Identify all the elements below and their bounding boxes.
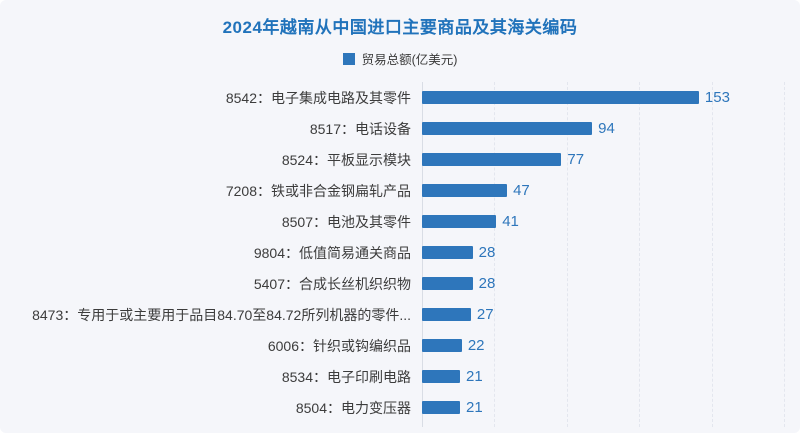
category-label: 8504：电力变压器 [295,399,411,416]
value-label: 22 [467,337,485,354]
bar-row: 7208：铁或非合金钢扁轧产品 47 [0,175,800,206]
bar [422,370,460,383]
bar-row: 5407：合成长丝机织织物 28 [0,268,800,299]
bar-plot: 21 [422,369,784,384]
value-label: 28 [478,275,496,292]
bar-row: 8517：电话设备 94 [0,113,800,144]
category-label: 9804：低值简易通关商品 [253,244,411,261]
legend-swatch-icon [342,52,355,65]
category-label: 8542：电子集成电路及其零件 [225,89,411,106]
value-label: 21 [466,368,483,385]
bar [422,401,460,414]
chart-rows: 8542：电子集成电路及其零件 153 8517：电话设备 94 8524：平板显示模块… [0,82,800,423]
bar-chart: 8542：电子集成电路及其零件 153 8517：电话设备 94 8524：平板显示模块… [0,82,800,427]
bar-plot: 22 [422,338,784,353]
category-label: 5407：合成长丝机织织物 [253,275,411,292]
bar-row: 6006：针织或钩编织品 22 [0,330,800,361]
category-label: 8507：电池及其零件 [281,213,411,230]
bar-row: 8534：电子印刷电路 21 [0,361,800,392]
legend: 贸易总额(亿美元) [0,49,800,68]
category-label: 7208：铁或非合金钢扁轧产品 [225,182,411,199]
value-label: 94 [598,120,615,137]
bar-row: 8542：电子集成电路及其零件 153 [0,82,800,113]
bar-plot: 77 [422,152,784,167]
bar-plot: 27 [422,307,784,322]
bar [422,308,471,321]
category-label: 8473：专用于或主要用于品目84.70至84.72所列机器的零件... [32,306,411,323]
value-label: 47 [513,182,530,199]
value-label: 28 [478,244,496,261]
bar-plot: 47 [422,183,784,198]
category-label: 8524：平板显示模块 [281,151,411,168]
bar-row: 8507：电池及其零件 41 [0,206,800,237]
bar-row: 8524：平板显示模块 77 [0,144,800,175]
bar [422,91,699,104]
bar [422,122,593,135]
value-label: 153 [704,89,730,106]
bar-row: 9804：低值简易通关商品 28 [0,237,800,268]
bar [422,215,497,228]
value-label: 21 [466,399,483,416]
bar [422,184,508,197]
bar [422,339,462,352]
category-label: 8517：电话设备 [309,120,411,137]
bar [422,153,562,166]
bar-plot: 153 [422,90,784,105]
value-label: 77 [567,151,585,168]
bar [422,246,473,259]
bar [422,277,473,290]
bar-plot: 28 [422,245,784,260]
bar-plot: 94 [422,121,784,136]
category-label: 8534：电子印刷电路 [281,368,411,385]
value-label: 41 [502,213,519,230]
bar-row: 8504：电力变压器 21 [0,392,800,423]
legend-label: 贸易总额(亿美元) [361,53,458,67]
value-label: 27 [476,306,494,323]
bar-plot: 21 [422,400,784,415]
bar-plot: 41 [422,214,784,229]
chart-title: 2024年越南从中国进口主要商品及其海关编码 [222,18,578,37]
bar-row: 8473：专用于或主要用于品目84.70至84.72所列机器的零件... 27 [0,299,800,330]
bar-plot: 28 [422,276,784,291]
category-label: 6006：针织或钩编织品 [267,337,411,354]
